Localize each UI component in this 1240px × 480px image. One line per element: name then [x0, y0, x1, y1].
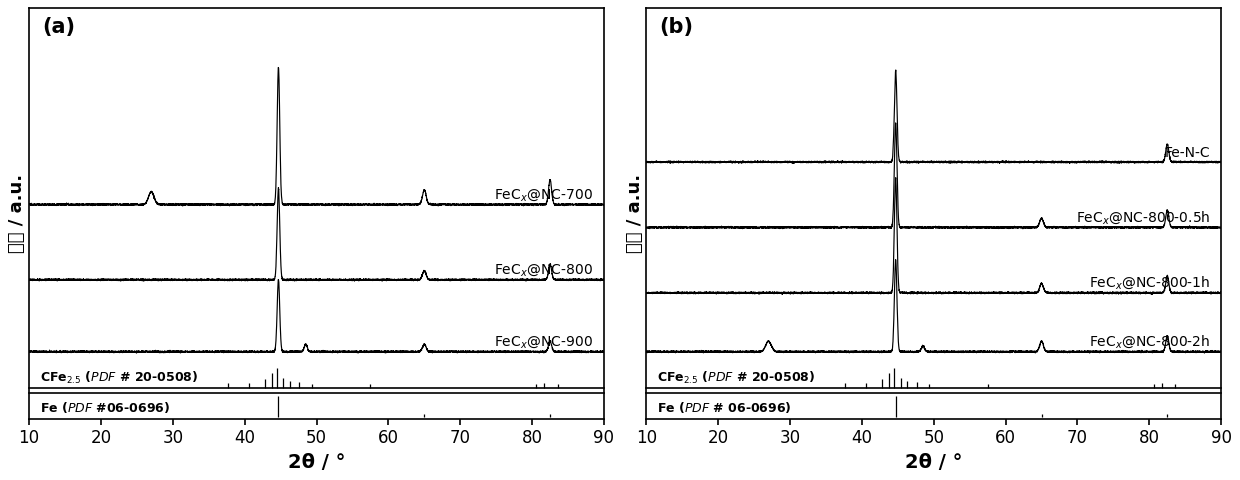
Y-axis label: 强度 / a.u.: 强度 / a.u.: [9, 174, 26, 253]
X-axis label: 2θ / °: 2θ / °: [905, 453, 962, 472]
Text: Fe ($\mathit{PDF}$ #06-0696): Fe ($\mathit{PDF}$ #06-0696): [40, 400, 170, 415]
Text: FeC$_x$@NC-900: FeC$_x$@NC-900: [495, 334, 593, 350]
Text: FeC$_x$@NC-800-2h: FeC$_x$@NC-800-2h: [1089, 333, 1210, 350]
Text: CFe$_{2.5}$ ($\mathit{PDF}$ # 20-0508): CFe$_{2.5}$ ($\mathit{PDF}$ # 20-0508): [657, 370, 816, 385]
Text: (b): (b): [658, 16, 693, 36]
Text: FeC$_x$@NC-800: FeC$_x$@NC-800: [495, 262, 593, 278]
Text: Fe ($\mathit{PDF}$ # 06-0696): Fe ($\mathit{PDF}$ # 06-0696): [657, 400, 792, 415]
Text: FeC$_x$@NC-700: FeC$_x$@NC-700: [495, 187, 593, 203]
X-axis label: 2θ / °: 2θ / °: [288, 453, 345, 472]
Text: FeC$_x$@NC-800-0.5h: FeC$_x$@NC-800-0.5h: [1076, 209, 1210, 226]
Text: CFe$_{2.5}$ ($\mathit{PDF}$ # 20-0508): CFe$_{2.5}$ ($\mathit{PDF}$ # 20-0508): [40, 370, 198, 385]
Text: FeC$_x$@NC-800-1h: FeC$_x$@NC-800-1h: [1089, 275, 1210, 291]
Y-axis label: 强度 / a.u.: 强度 / a.u.: [625, 174, 644, 253]
Text: (a): (a): [42, 16, 74, 36]
Text: Fe-N-C: Fe-N-C: [1164, 146, 1210, 160]
